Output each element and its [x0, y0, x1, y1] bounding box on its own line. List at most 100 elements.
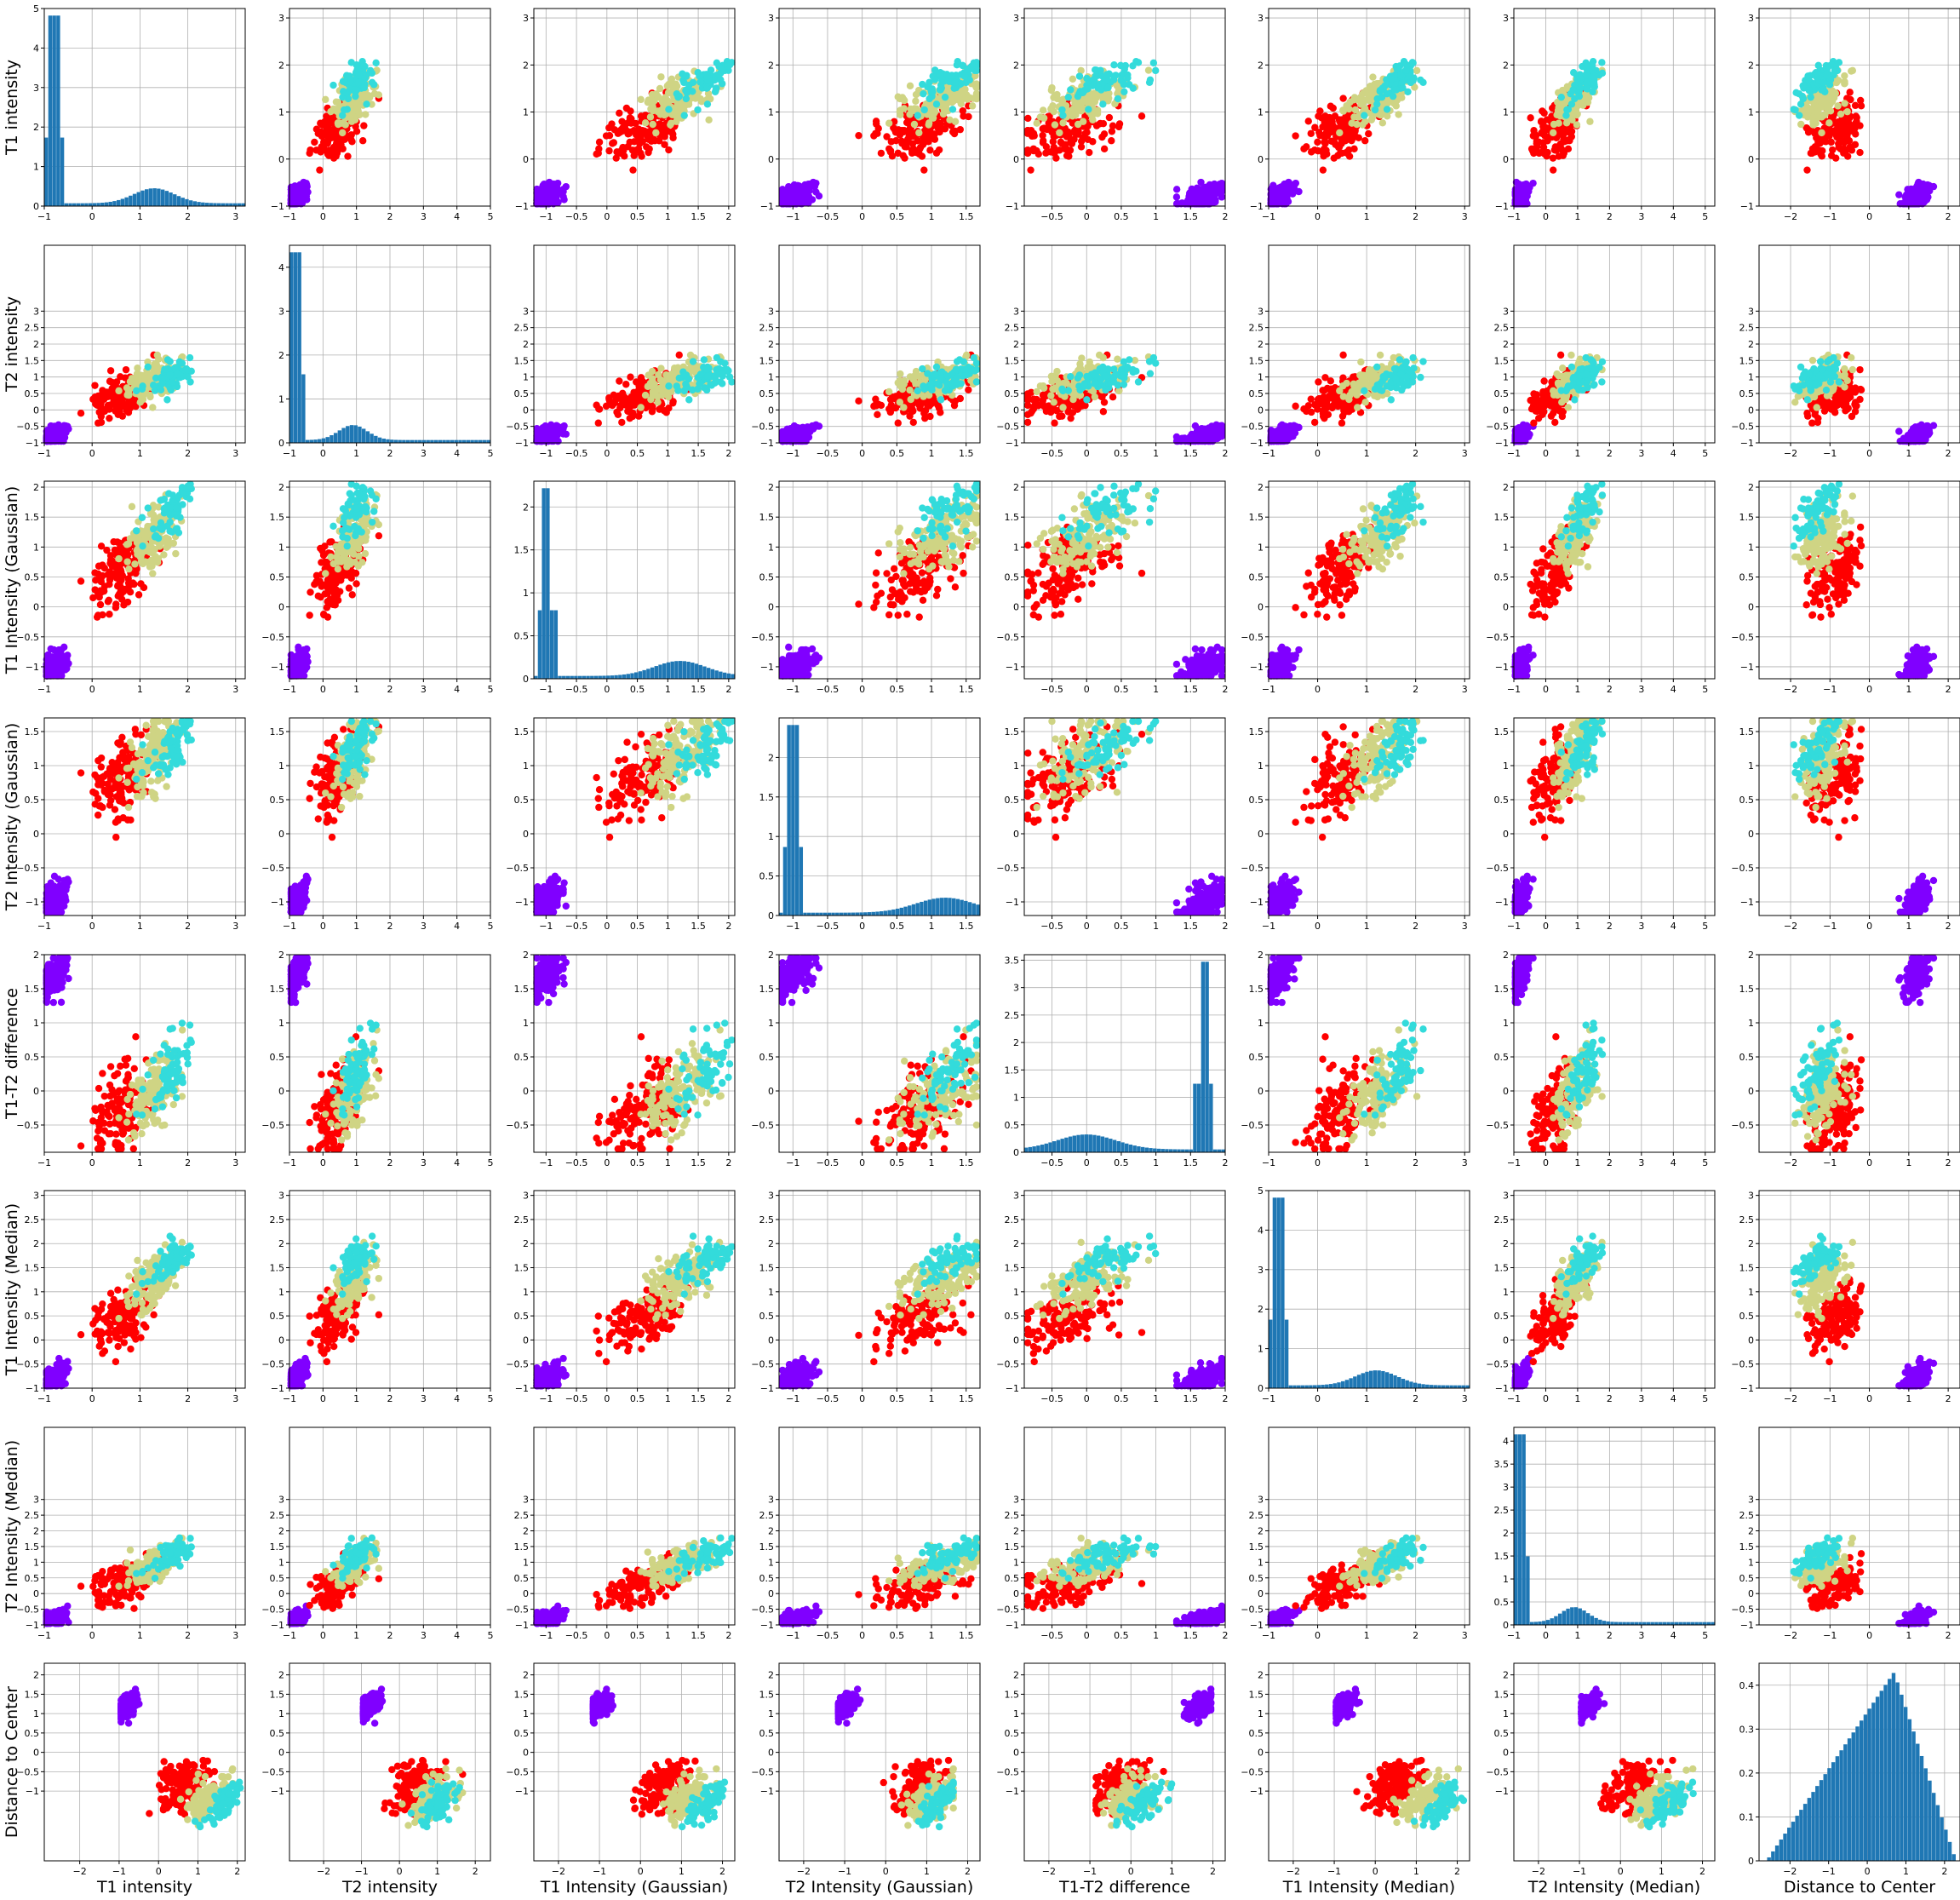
scatter-point — [1064, 93, 1072, 101]
scatter-point — [1339, 95, 1347, 102]
scatter-point — [43, 427, 51, 434]
y-tick-label: 1 — [33, 162, 39, 173]
scatter-point — [1058, 106, 1066, 114]
scatter-point — [641, 119, 650, 127]
histogram-bar — [188, 200, 193, 206]
scatter-point — [1079, 118, 1087, 125]
scatter-point — [1051, 121, 1059, 129]
scatter-point — [1096, 120, 1103, 128]
scatter-point — [797, 188, 805, 196]
scatter-point — [885, 119, 893, 127]
scatter-point — [680, 78, 688, 87]
scatter-point — [782, 196, 789, 204]
scatter-point — [1138, 112, 1146, 120]
histogram-bar — [221, 203, 226, 206]
scatter-point — [1549, 129, 1557, 137]
scatter-point — [327, 107, 335, 116]
scatter-point — [1924, 183, 1933, 192]
x-tick-label: 0 — [604, 211, 610, 222]
scatter-point — [931, 135, 939, 143]
scatter-point — [905, 132, 914, 140]
scatter-point — [1292, 179, 1300, 187]
scatter-point — [334, 105, 341, 113]
scatter-point — [1841, 72, 1848, 80]
scatter-point — [47, 434, 54, 443]
scatter-point — [1573, 121, 1581, 129]
scatter-point — [665, 106, 673, 113]
scatter-point — [1856, 148, 1864, 157]
x-tick-label: 1.5 — [959, 211, 974, 222]
axes-frame — [1513, 8, 1716, 207]
scatter-point — [657, 73, 665, 81]
scatter-point — [1134, 59, 1143, 66]
scatter-point — [1057, 138, 1065, 146]
scatter-point — [1114, 95, 1122, 103]
scatter-point — [1067, 136, 1075, 145]
y-tick-label: 3 — [1258, 13, 1264, 24]
x-tick-label: 1.5 — [691, 211, 706, 222]
scatter-point — [689, 78, 697, 87]
y-tick-label: 0 — [768, 154, 774, 165]
scatter-point — [1053, 90, 1061, 99]
scatter-point — [1033, 146, 1040, 155]
scatter-point — [53, 428, 61, 435]
y-tick-label: 2 — [1013, 60, 1019, 71]
scatter-point — [920, 166, 928, 174]
scatter-point — [1529, 132, 1538, 140]
scatter-point — [1563, 106, 1571, 114]
histogram-bar — [209, 203, 213, 206]
scatter-point — [659, 127, 668, 135]
histogram-bar — [313, 439, 318, 443]
scatter-point — [183, 365, 191, 374]
y-tick-label: 3 — [768, 13, 774, 24]
scatter-point — [166, 371, 174, 379]
scatter-point — [648, 90, 656, 99]
x-tick-label: 0 — [1084, 211, 1090, 222]
scatter-point — [332, 98, 341, 106]
histogram-bar — [181, 198, 185, 206]
scatter-point — [1589, 66, 1596, 74]
x-tick-label: 0.5 — [630, 211, 645, 222]
scatter-point — [593, 150, 600, 158]
scatter-point — [1820, 78, 1827, 87]
scatter-point — [1104, 83, 1112, 92]
scatter-point — [1172, 193, 1181, 201]
histogram-bar — [293, 252, 298, 443]
scatter-point — [1336, 129, 1344, 137]
y-tick-label: 3 — [278, 306, 284, 317]
scatter-point — [778, 186, 787, 193]
scatter-point — [1089, 82, 1097, 89]
scatter-point — [1092, 66, 1100, 74]
scatter-point — [1098, 133, 1106, 141]
scatter-point — [925, 138, 932, 146]
scatter-point — [1146, 76, 1155, 84]
histogram-bar — [393, 439, 398, 443]
y-tick-label: 2 — [278, 60, 284, 71]
scatter-point — [788, 186, 796, 193]
x-tick-label: 0 — [1315, 211, 1321, 222]
histogram-bar — [289, 252, 294, 443]
x-tick-label: 2 — [185, 211, 191, 222]
scatter-point — [1921, 196, 1929, 204]
y-tick-label: −1 — [515, 201, 529, 212]
scatter-point — [1543, 116, 1551, 123]
scatter-point — [1105, 113, 1114, 122]
scatter-point — [1027, 166, 1034, 174]
scatter-point — [1097, 86, 1105, 94]
scatter-point — [648, 402, 656, 410]
y-tick-label: 2 — [33, 122, 39, 133]
scatter-point — [1823, 105, 1831, 113]
scatter-point — [916, 145, 924, 153]
x-tick-label: 4 — [454, 448, 460, 459]
scatter-point — [1402, 60, 1411, 69]
histogram-bar — [341, 428, 346, 443]
x-tick-label: 3 — [421, 448, 427, 459]
scatter-point — [1339, 107, 1348, 115]
histogram-bar — [116, 199, 121, 206]
histogram-bar — [140, 190, 145, 206]
scatter-point — [287, 186, 295, 193]
x-tick-label: 1 — [929, 211, 935, 222]
histogram-bar — [333, 433, 338, 443]
scatter-point — [1351, 127, 1359, 135]
